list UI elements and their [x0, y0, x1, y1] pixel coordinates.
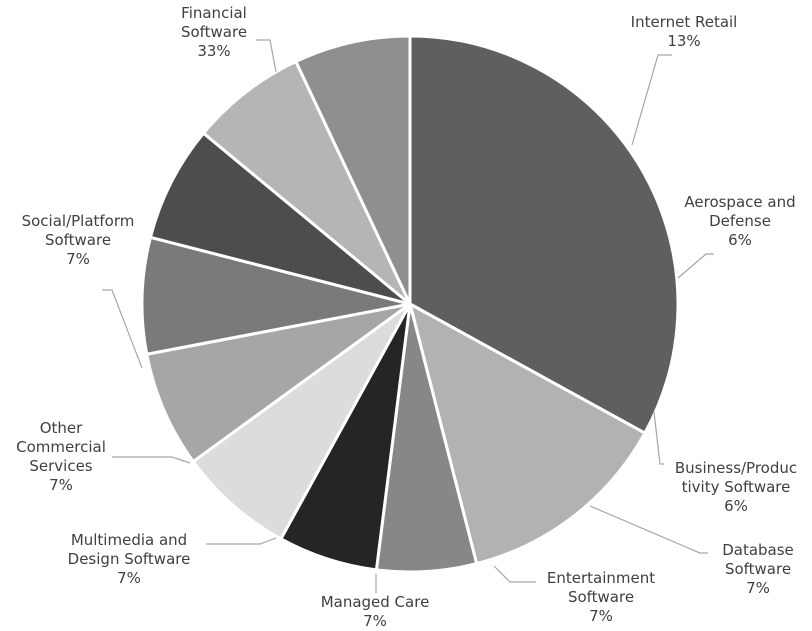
slice-name: Database	[722, 541, 794, 559]
pie-slice	[201, 59, 412, 306]
slice-percent: 6%	[728, 231, 752, 249]
slice-label: Database Software 7%	[722, 541, 794, 597]
leader-line	[112, 456, 191, 464]
slice-name: Software	[568, 588, 634, 606]
slice-percent: 6%	[724, 497, 748, 515]
slice-label: Business/Produc tivity Software 6%	[675, 459, 797, 515]
pie-slice	[148, 131, 411, 306]
slice-name: Software	[725, 560, 791, 578]
slice-percent: 7%	[117, 569, 141, 587]
leader-line	[102, 289, 143, 369]
slice-label: Managed Care 7%	[321, 593, 430, 630]
slice-name: Managed Care	[321, 593, 430, 611]
slice-percent: 33%	[197, 42, 230, 60]
slice-name: Defense	[709, 212, 771, 230]
slice-percent: 7%	[66, 250, 90, 268]
pie-slice	[144, 302, 411, 464]
leader-line	[631, 54, 672, 146]
slice-percent: 7%	[363, 612, 387, 630]
leader-line	[493, 565, 536, 583]
pie-slice	[408, 34, 680, 436]
slice-name: Business/Produc	[675, 459, 797, 477]
slice-name: Commercial	[16, 438, 106, 456]
leader-line	[677, 253, 714, 279]
slice-name: Internet Retail	[631, 13, 738, 31]
slice-label: Aerospace and Defense 6%	[684, 193, 795, 249]
leader-line	[256, 39, 277, 73]
leader-lines	[102, 39, 714, 593]
slice-name: tivity Software	[682, 478, 791, 496]
slice-name: Social/Platform	[22, 212, 135, 230]
leader-line	[589, 505, 708, 554]
slice-name: Financial	[181, 4, 247, 22]
leader-line	[653, 411, 664, 465]
pie-slice	[407, 301, 647, 566]
slice-percent: 7%	[49, 476, 73, 494]
slice-label: Multimedia and Design Software 7%	[68, 531, 191, 587]
slice-name: Software	[181, 23, 247, 41]
slice-name: Design Software	[68, 550, 191, 568]
pie-slice	[191, 302, 412, 541]
slice-name: Multimedia and	[71, 531, 187, 549]
slice-label: Internet Retail 13%	[631, 13, 738, 50]
leader-line	[206, 537, 277, 545]
slice-name: Other	[40, 419, 83, 437]
pie-slices	[140, 34, 680, 574]
slice-label: Entertainment Software 7%	[547, 569, 655, 625]
slice-percent: 7%	[746, 579, 770, 597]
slice-label: Financial Software 33%	[181, 4, 247, 60]
slice-label: Other Commercial Services 7%	[16, 419, 106, 494]
slice-labels: Financial Software 33%Internet Retail 13%Ae…	[16, 4, 797, 630]
slice-name: Entertainment	[547, 569, 655, 587]
slice-percent: 7%	[589, 607, 613, 625]
slice-name: Software	[45, 231, 111, 249]
slice-percent: 13%	[667, 32, 700, 50]
slice-name: Services	[29, 457, 92, 475]
slice-name: Aerospace and	[684, 193, 795, 211]
slice-label: Social/Platform Software 7%	[22, 212, 135, 268]
pie-slice	[140, 235, 411, 356]
pie-slice	[293, 34, 412, 305]
